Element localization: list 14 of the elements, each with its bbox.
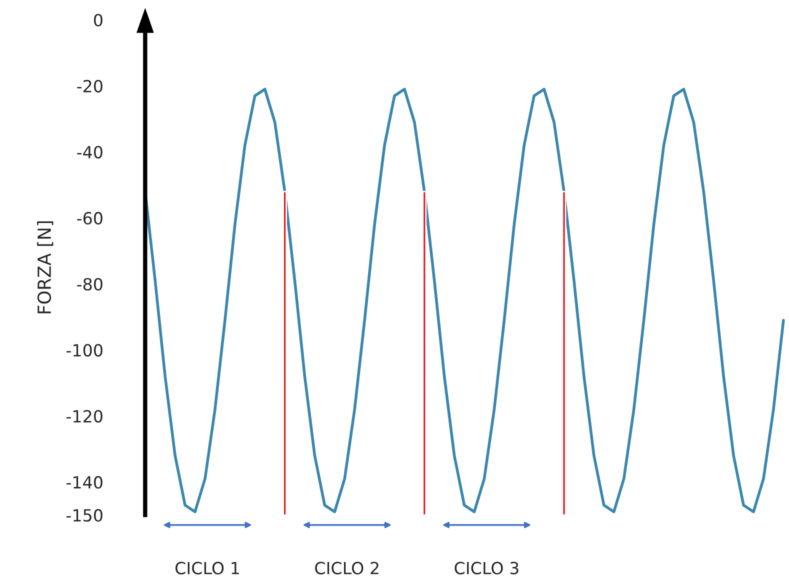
text: CICLO 3 [454,562,518,574]
y-tick-label: -140 [66,476,102,489]
y-axis-title: FORZA [N] [37,221,54,314]
y-tick-label: -60 [77,212,102,225]
y-tick-label: -100 [66,344,102,357]
text: CICLO 2 [315,562,378,574]
text: CICLO 1 [175,562,239,574]
y-tick-label: -120 [66,410,102,423]
y-tick-label: -20 [77,80,102,92]
y-tick-label: -150 [66,509,102,522]
y-tick-label: -40 [77,146,102,158]
y-tick-label: 0 [94,14,102,26]
y-tick-label: -80 [77,278,102,291]
line-series [145,88,785,514]
